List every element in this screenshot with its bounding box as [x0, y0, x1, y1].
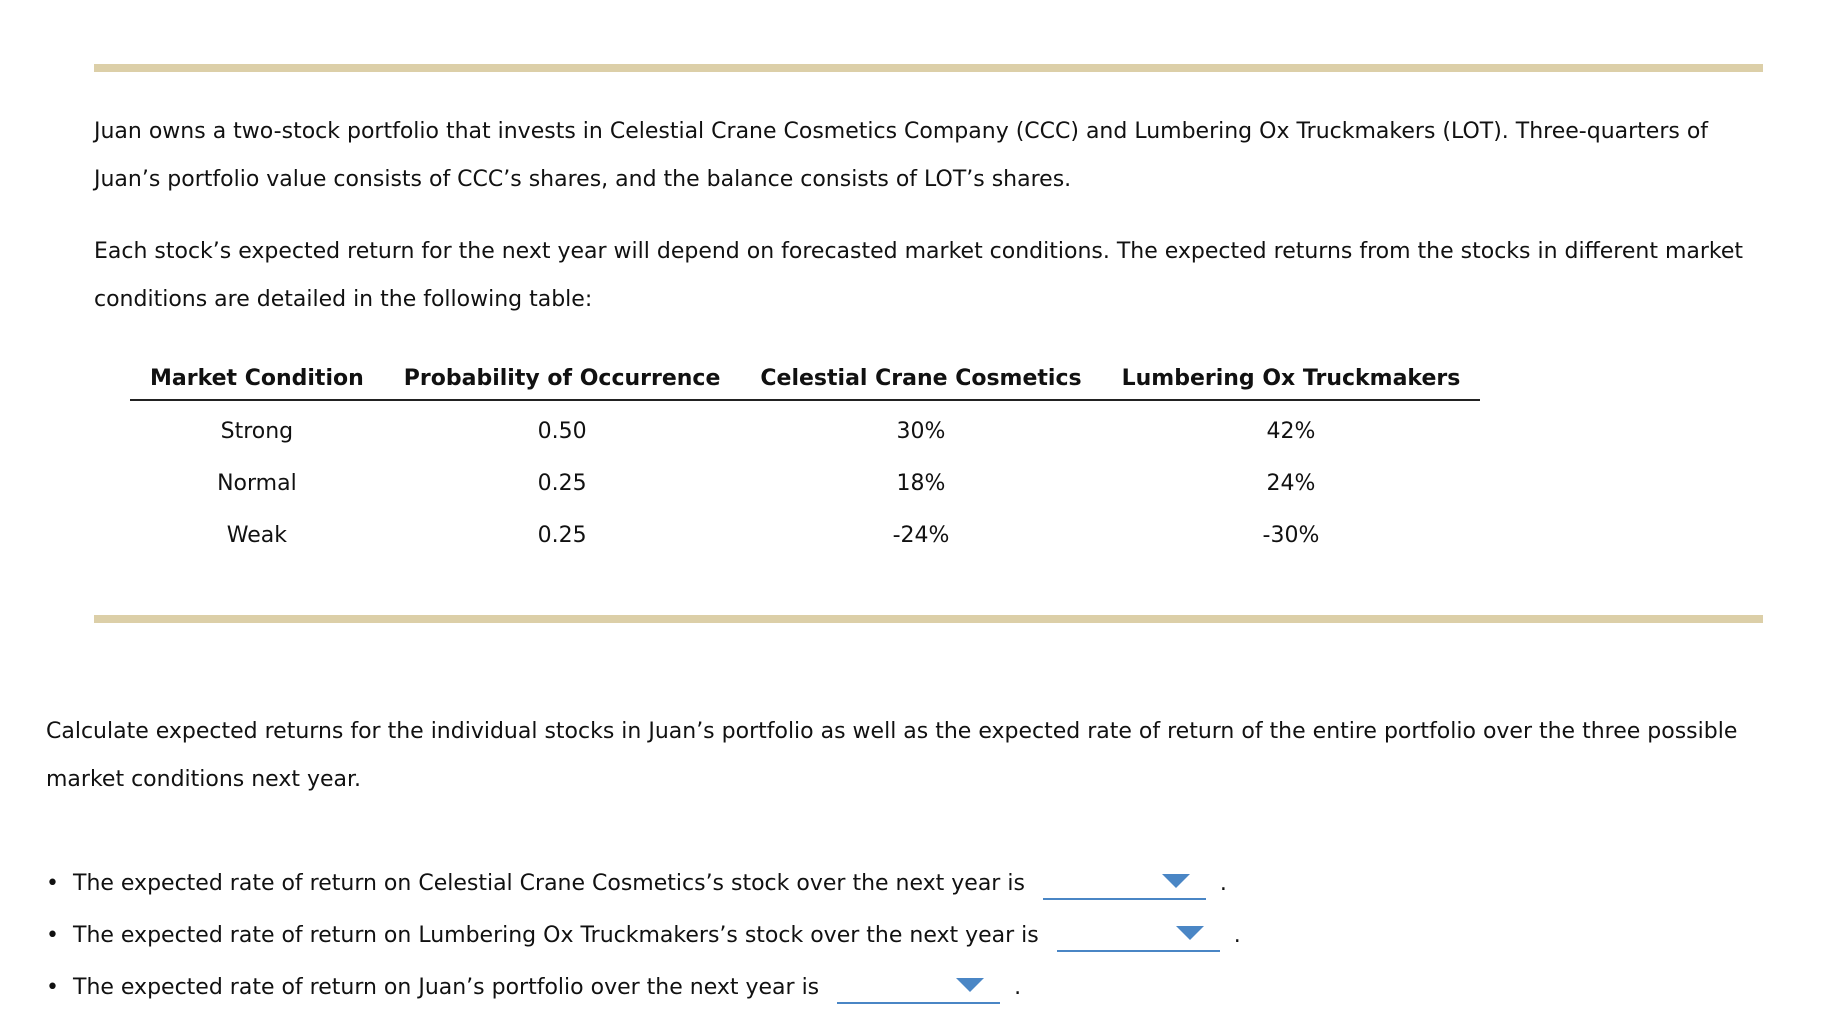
cell-ccc-return: -24% — [892, 522, 950, 548]
cell-probability: 0.25 — [537, 522, 587, 548]
cell-probability: 0.25 — [537, 470, 587, 496]
chevron-down-icon[interactable] — [956, 978, 985, 992]
bullet: • — [46, 871, 59, 896]
cell-condition: Weak — [226, 522, 287, 548]
period: . — [1014, 975, 1022, 1000]
question-portfolio: • The expected rate of return on Juan’s p… — [46, 962, 1241, 1014]
bottom-divider — [94, 615, 1763, 623]
cell-condition: Normal — [217, 470, 297, 496]
intro-paragraph-1: Juan owns a two-stock portfolio that inv… — [94, 119, 1709, 192]
question-text: The expected rate of return on Celestial… — [73, 871, 1025, 896]
header-market-condition: Market Condition — [130, 360, 384, 401]
bullet: • — [46, 923, 59, 948]
cell-probability: 0.50 — [537, 418, 587, 444]
question-list: • The expected rate of return on Celestia… — [46, 858, 1241, 1014]
question-text: The expected rate of return on Lumbering… — [73, 923, 1039, 948]
cell-lot-return: -30% — [1262, 522, 1320, 548]
question-ccc: • The expected rate of return on Celestia… — [46, 858, 1241, 910]
table-header-row: Market Condition Probability of Occurren… — [130, 360, 1481, 401]
portfolio-return-dropdown[interactable] — [837, 968, 1001, 1004]
cell-ccc-return: 18% — [896, 470, 946, 496]
instructions-text: Calculate expected returns for the indiv… — [46, 719, 1738, 792]
cell-condition: Strong — [220, 418, 294, 444]
table-row: Strong 0.50 30% 42% — [130, 400, 1480, 457]
top-divider — [94, 64, 1763, 72]
header-ccc: Celestial Crane Cosmetics — [740, 360, 1102, 401]
header-probability: Probability of Occurrence — [383, 360, 741, 401]
header-lot: Lumbering Ox Truckmakers — [1101, 360, 1481, 401]
period: . — [1233, 923, 1241, 948]
cell-lot-return: 24% — [1266, 470, 1316, 496]
period: . — [1219, 871, 1227, 896]
returns-table: Market Condition Probability of Occurren… — [130, 360, 1481, 561]
table-row: Normal 0.25 18% 24% — [130, 457, 1480, 509]
bullet: • — [46, 975, 59, 1000]
lot-return-dropdown[interactable] — [1056, 916, 1220, 952]
question-text: The expected rate of return on Juan’s po… — [73, 975, 820, 1000]
intro-paragraph-2: Each stock’s expected return for the nex… — [94, 239, 1744, 312]
cell-lot-return: 42% — [1266, 418, 1316, 444]
table-row: Weak 0.25 -24% -30% — [130, 509, 1480, 561]
chevron-down-icon[interactable] — [1161, 874, 1190, 888]
ccc-return-dropdown[interactable] — [1042, 864, 1206, 900]
chevron-down-icon[interactable] — [1175, 926, 1204, 940]
question-lot: • The expected rate of return on Lumberin… — [46, 910, 1241, 962]
cell-ccc-return: 30% — [896, 418, 946, 444]
